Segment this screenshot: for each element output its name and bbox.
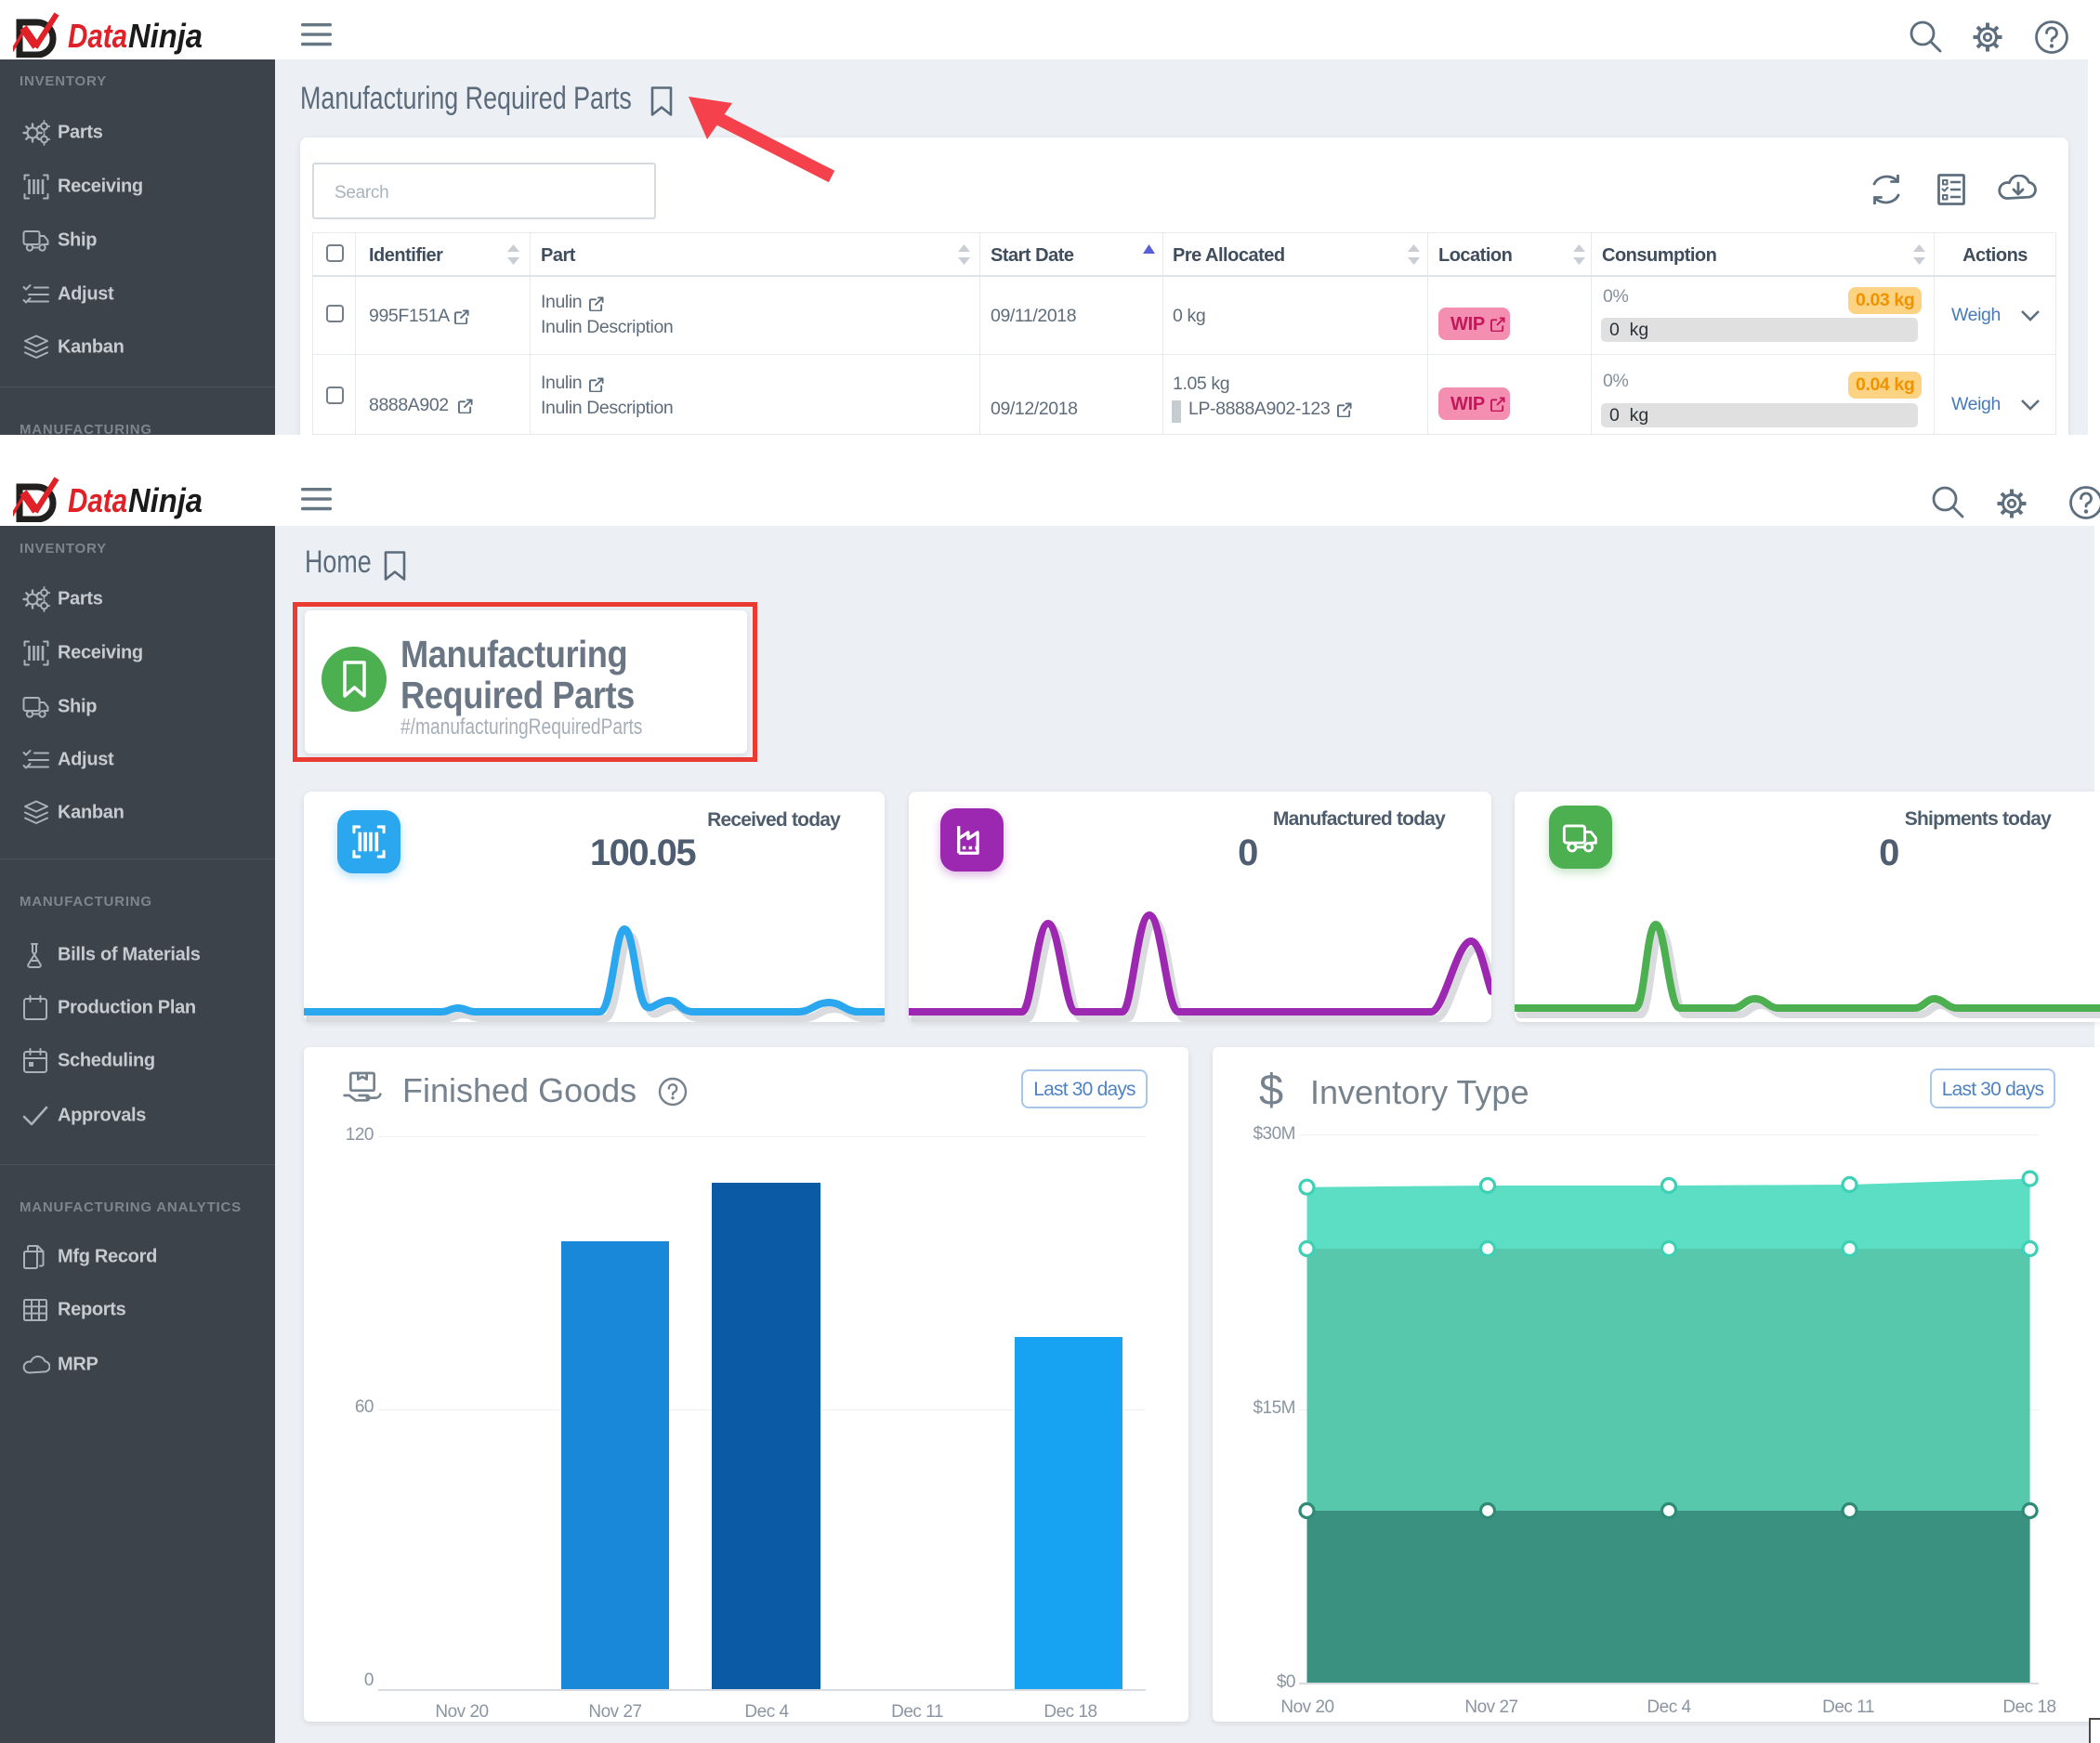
svg-text:Data: Data [68, 17, 127, 55]
svg-text:Ninja: Ninja [128, 17, 203, 55]
svg-text:Data: Data [68, 481, 127, 519]
svg-text:Ninja: Ninja [128, 481, 203, 519]
